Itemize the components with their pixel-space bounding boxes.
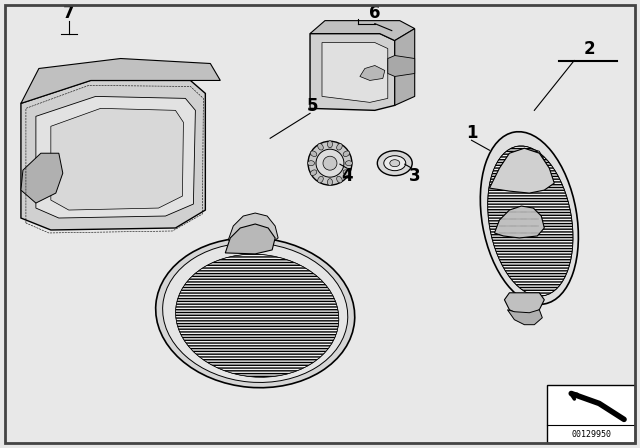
Ellipse shape <box>378 151 412 176</box>
Ellipse shape <box>337 143 342 150</box>
Ellipse shape <box>156 238 355 388</box>
Ellipse shape <box>328 141 332 148</box>
Ellipse shape <box>390 159 400 167</box>
Polygon shape <box>388 56 415 77</box>
Circle shape <box>316 149 344 177</box>
Polygon shape <box>21 81 205 230</box>
Polygon shape <box>490 148 554 193</box>
Text: 00129950: 00129950 <box>571 430 611 439</box>
Ellipse shape <box>163 243 348 383</box>
Ellipse shape <box>346 161 353 166</box>
Text: 3: 3 <box>409 167 420 185</box>
Polygon shape <box>310 34 395 110</box>
Ellipse shape <box>310 151 317 156</box>
Polygon shape <box>51 108 184 210</box>
Ellipse shape <box>308 161 314 166</box>
Text: 6: 6 <box>369 4 381 22</box>
Ellipse shape <box>337 177 342 183</box>
Circle shape <box>308 141 352 185</box>
Polygon shape <box>36 96 195 218</box>
Text: 7: 7 <box>63 4 75 22</box>
Polygon shape <box>395 29 415 105</box>
Text: 4: 4 <box>341 167 353 185</box>
Polygon shape <box>495 206 544 238</box>
Polygon shape <box>21 59 220 103</box>
Ellipse shape <box>384 156 406 171</box>
Text: 2: 2 <box>583 39 595 57</box>
Ellipse shape <box>480 132 579 304</box>
Ellipse shape <box>343 151 349 156</box>
Text: 5: 5 <box>307 97 318 116</box>
Polygon shape <box>322 43 388 103</box>
Text: 1: 1 <box>466 124 477 142</box>
Ellipse shape <box>317 143 323 150</box>
Ellipse shape <box>328 179 332 185</box>
Polygon shape <box>497 148 549 190</box>
Polygon shape <box>21 153 63 203</box>
Polygon shape <box>504 293 544 314</box>
Polygon shape <box>360 65 385 81</box>
Polygon shape <box>225 224 275 254</box>
Ellipse shape <box>175 254 339 377</box>
Ellipse shape <box>488 146 573 296</box>
Bar <box>547 385 635 444</box>
Polygon shape <box>228 213 278 248</box>
Ellipse shape <box>310 170 317 176</box>
Polygon shape <box>310 21 415 41</box>
Circle shape <box>323 156 337 170</box>
Ellipse shape <box>317 177 323 183</box>
Ellipse shape <box>343 170 349 176</box>
Polygon shape <box>508 310 542 325</box>
